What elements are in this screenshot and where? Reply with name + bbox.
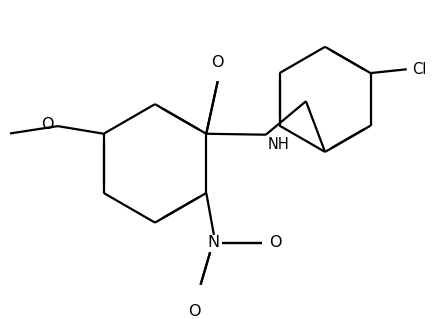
Text: N: N [208, 235, 220, 250]
Text: O: O [212, 55, 224, 70]
Text: NH: NH [268, 137, 290, 152]
Text: Cl: Cl [412, 62, 426, 77]
Text: O: O [42, 117, 54, 132]
Text: O: O [189, 304, 201, 319]
Text: O: O [269, 235, 282, 250]
